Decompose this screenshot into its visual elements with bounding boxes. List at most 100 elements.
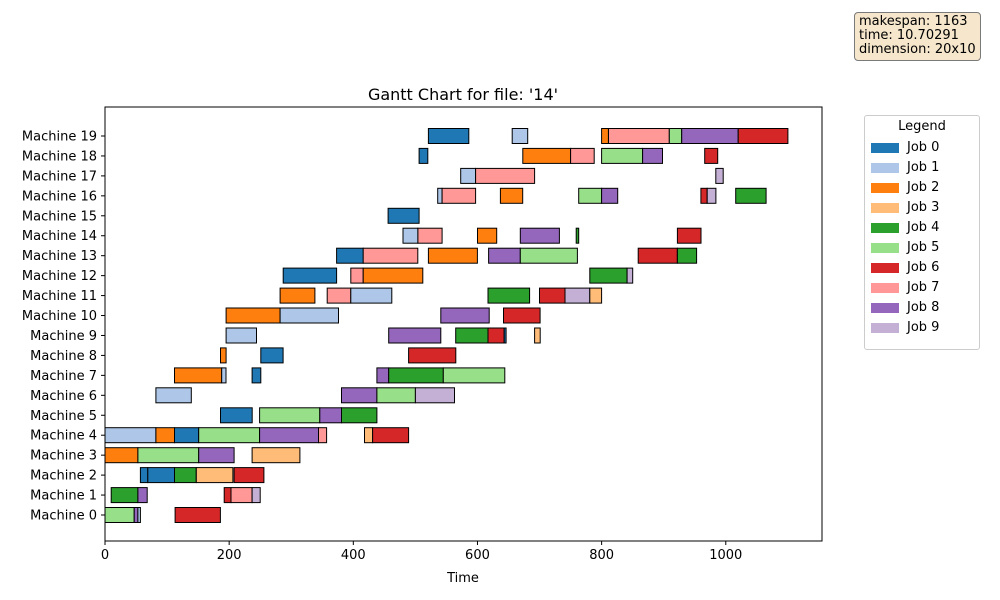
task-bar-job-7 (570, 147, 595, 164)
task-bar-job-8 (519, 227, 560, 244)
task-bar-job-2 (362, 267, 424, 284)
task-bar-job-0 (418, 147, 429, 164)
y-tick-label: Machine 6 (30, 389, 97, 404)
y-axis: Machine 0 Machine 1 Machine 2 Machine 3 Mach… (22, 130, 105, 524)
legend-item: Job 1 (871, 161, 939, 175)
task-bar-job-0 (282, 267, 338, 284)
legend-item: Job 9 (871, 321, 939, 335)
task-bar-job-4 (735, 187, 767, 204)
task-bar-job-6 (408, 347, 457, 364)
task-bar-job-5 (198, 427, 260, 444)
task-bar-job-7 (441, 187, 477, 204)
task-bar-job-6 (487, 327, 505, 344)
task-bar-job-2 (601, 128, 609, 144)
task-bar-job-3 (251, 447, 301, 464)
legend-label: Job 0 (907, 140, 940, 155)
task-bar-job-6 (737, 128, 789, 144)
task-bar-job-7 (350, 267, 364, 284)
task-bar-job-2 (220, 347, 227, 364)
legend-label: Job 6 (907, 260, 940, 275)
task-bar-job-1 (460, 167, 477, 184)
task-bar-job-1 (402, 227, 419, 244)
task-bar-job-9 (626, 267, 634, 284)
task-bar-job-9 (564, 287, 591, 304)
y-tick-label: Machine 3 (30, 449, 97, 464)
task-bar-job-4 (455, 327, 489, 344)
legend-swatch (871, 202, 899, 213)
task-bar-job-2 (174, 367, 223, 384)
task-bars (104, 128, 789, 523)
task-bar-job-8 (642, 147, 663, 164)
y-tick-label: Machine 2 (30, 469, 97, 484)
legend-swatch (871, 262, 899, 273)
task-bar-job-8 (376, 367, 390, 384)
y-tick-label: Machine 12 (22, 269, 97, 284)
task-bar-job-0 (387, 207, 420, 224)
task-bar-job-4 (110, 487, 139, 504)
task-bar-job-1 (511, 128, 529, 144)
legend-swatch (871, 322, 899, 333)
task-bar-job-6 (539, 287, 566, 304)
task-bar-job-2 (155, 427, 175, 444)
y-tick-label: Machine 17 (22, 169, 97, 184)
task-bar-job-1 (350, 287, 393, 304)
y-tick-label: Machine 16 (22, 189, 97, 204)
task-bar-job-1 (437, 187, 443, 204)
task-bar-job-0 (503, 327, 507, 344)
task-bar-job-9 (715, 167, 724, 184)
task-bar-job-5 (442, 367, 506, 384)
task-bar-job-0 (251, 367, 262, 384)
legend-label: Job 3 (907, 200, 940, 215)
task-bar-job-5 (601, 147, 644, 164)
task-bar-job-0 (147, 467, 176, 484)
x-tick-label: 400 (341, 548, 366, 563)
task-bar-job-9 (414, 387, 455, 404)
y-tick-label: Machine 4 (30, 429, 97, 444)
legend: Legend Job 0 Job 1 Job 2 Job 3 Job 4 Job 5 Job… (864, 115, 980, 350)
y-tick-label: Machine 10 (22, 309, 97, 324)
legend-label: Job 1 (907, 160, 940, 175)
task-bar-job-8 (341, 387, 378, 404)
task-bar-job-0 (220, 407, 253, 424)
x-tick-label: 600 (465, 548, 490, 563)
info-line-makespan: makespan: 1163 (859, 14, 968, 29)
task-bar-job-8 (388, 327, 442, 344)
task-bar-job-2 (427, 247, 478, 264)
legend-label: Job 4 (907, 220, 940, 235)
task-bar-job-5 (578, 187, 603, 204)
legend-label: Job 2 (907, 180, 940, 195)
task-bar-job-8 (259, 427, 320, 444)
task-bar-job-1 (279, 307, 340, 324)
x-tick-label: 0 (101, 548, 109, 563)
y-tick-label: Machine 1 (30, 489, 97, 504)
task-bar-job-1 (155, 387, 192, 404)
task-bar-job-7 (417, 227, 443, 244)
x-axis: 0 200 400 600 800 1000 (101, 541, 742, 563)
info-line-dimension: dimension: 20x10 (859, 42, 976, 57)
legend-swatch (871, 282, 899, 293)
task-bar-job-8 (137, 487, 148, 504)
task-bar-job-5 (104, 507, 135, 523)
legend-title: Legend (898, 119, 946, 134)
task-bar-job-7 (608, 128, 670, 144)
task-bar-job-8 (601, 187, 619, 204)
legend-item: Job 2 (871, 181, 939, 195)
task-bar-job-7 (326, 287, 352, 304)
task-bar-job-2 (279, 287, 316, 304)
task-bar-job-5 (137, 447, 200, 464)
task-bar-job-6 (700, 187, 708, 204)
task-bar-job-6 (233, 467, 265, 484)
task-bar-job-2 (477, 227, 498, 244)
task-bar-job-7 (362, 247, 419, 264)
legend-swatch (871, 142, 899, 153)
task-bar-job-5 (668, 128, 683, 144)
task-bar-job-9 (251, 487, 261, 504)
info-box: makespan: 1163 time: 10.70291 dimension:… (854, 12, 981, 61)
task-bar-job-7 (230, 487, 253, 504)
task-bar-job-4 (487, 287, 531, 304)
task-bar-job-2 (225, 307, 281, 324)
y-tick-label: Machine 11 (22, 289, 97, 304)
x-axis-label: Time (446, 571, 479, 586)
task-bar-job-6 (223, 487, 232, 504)
